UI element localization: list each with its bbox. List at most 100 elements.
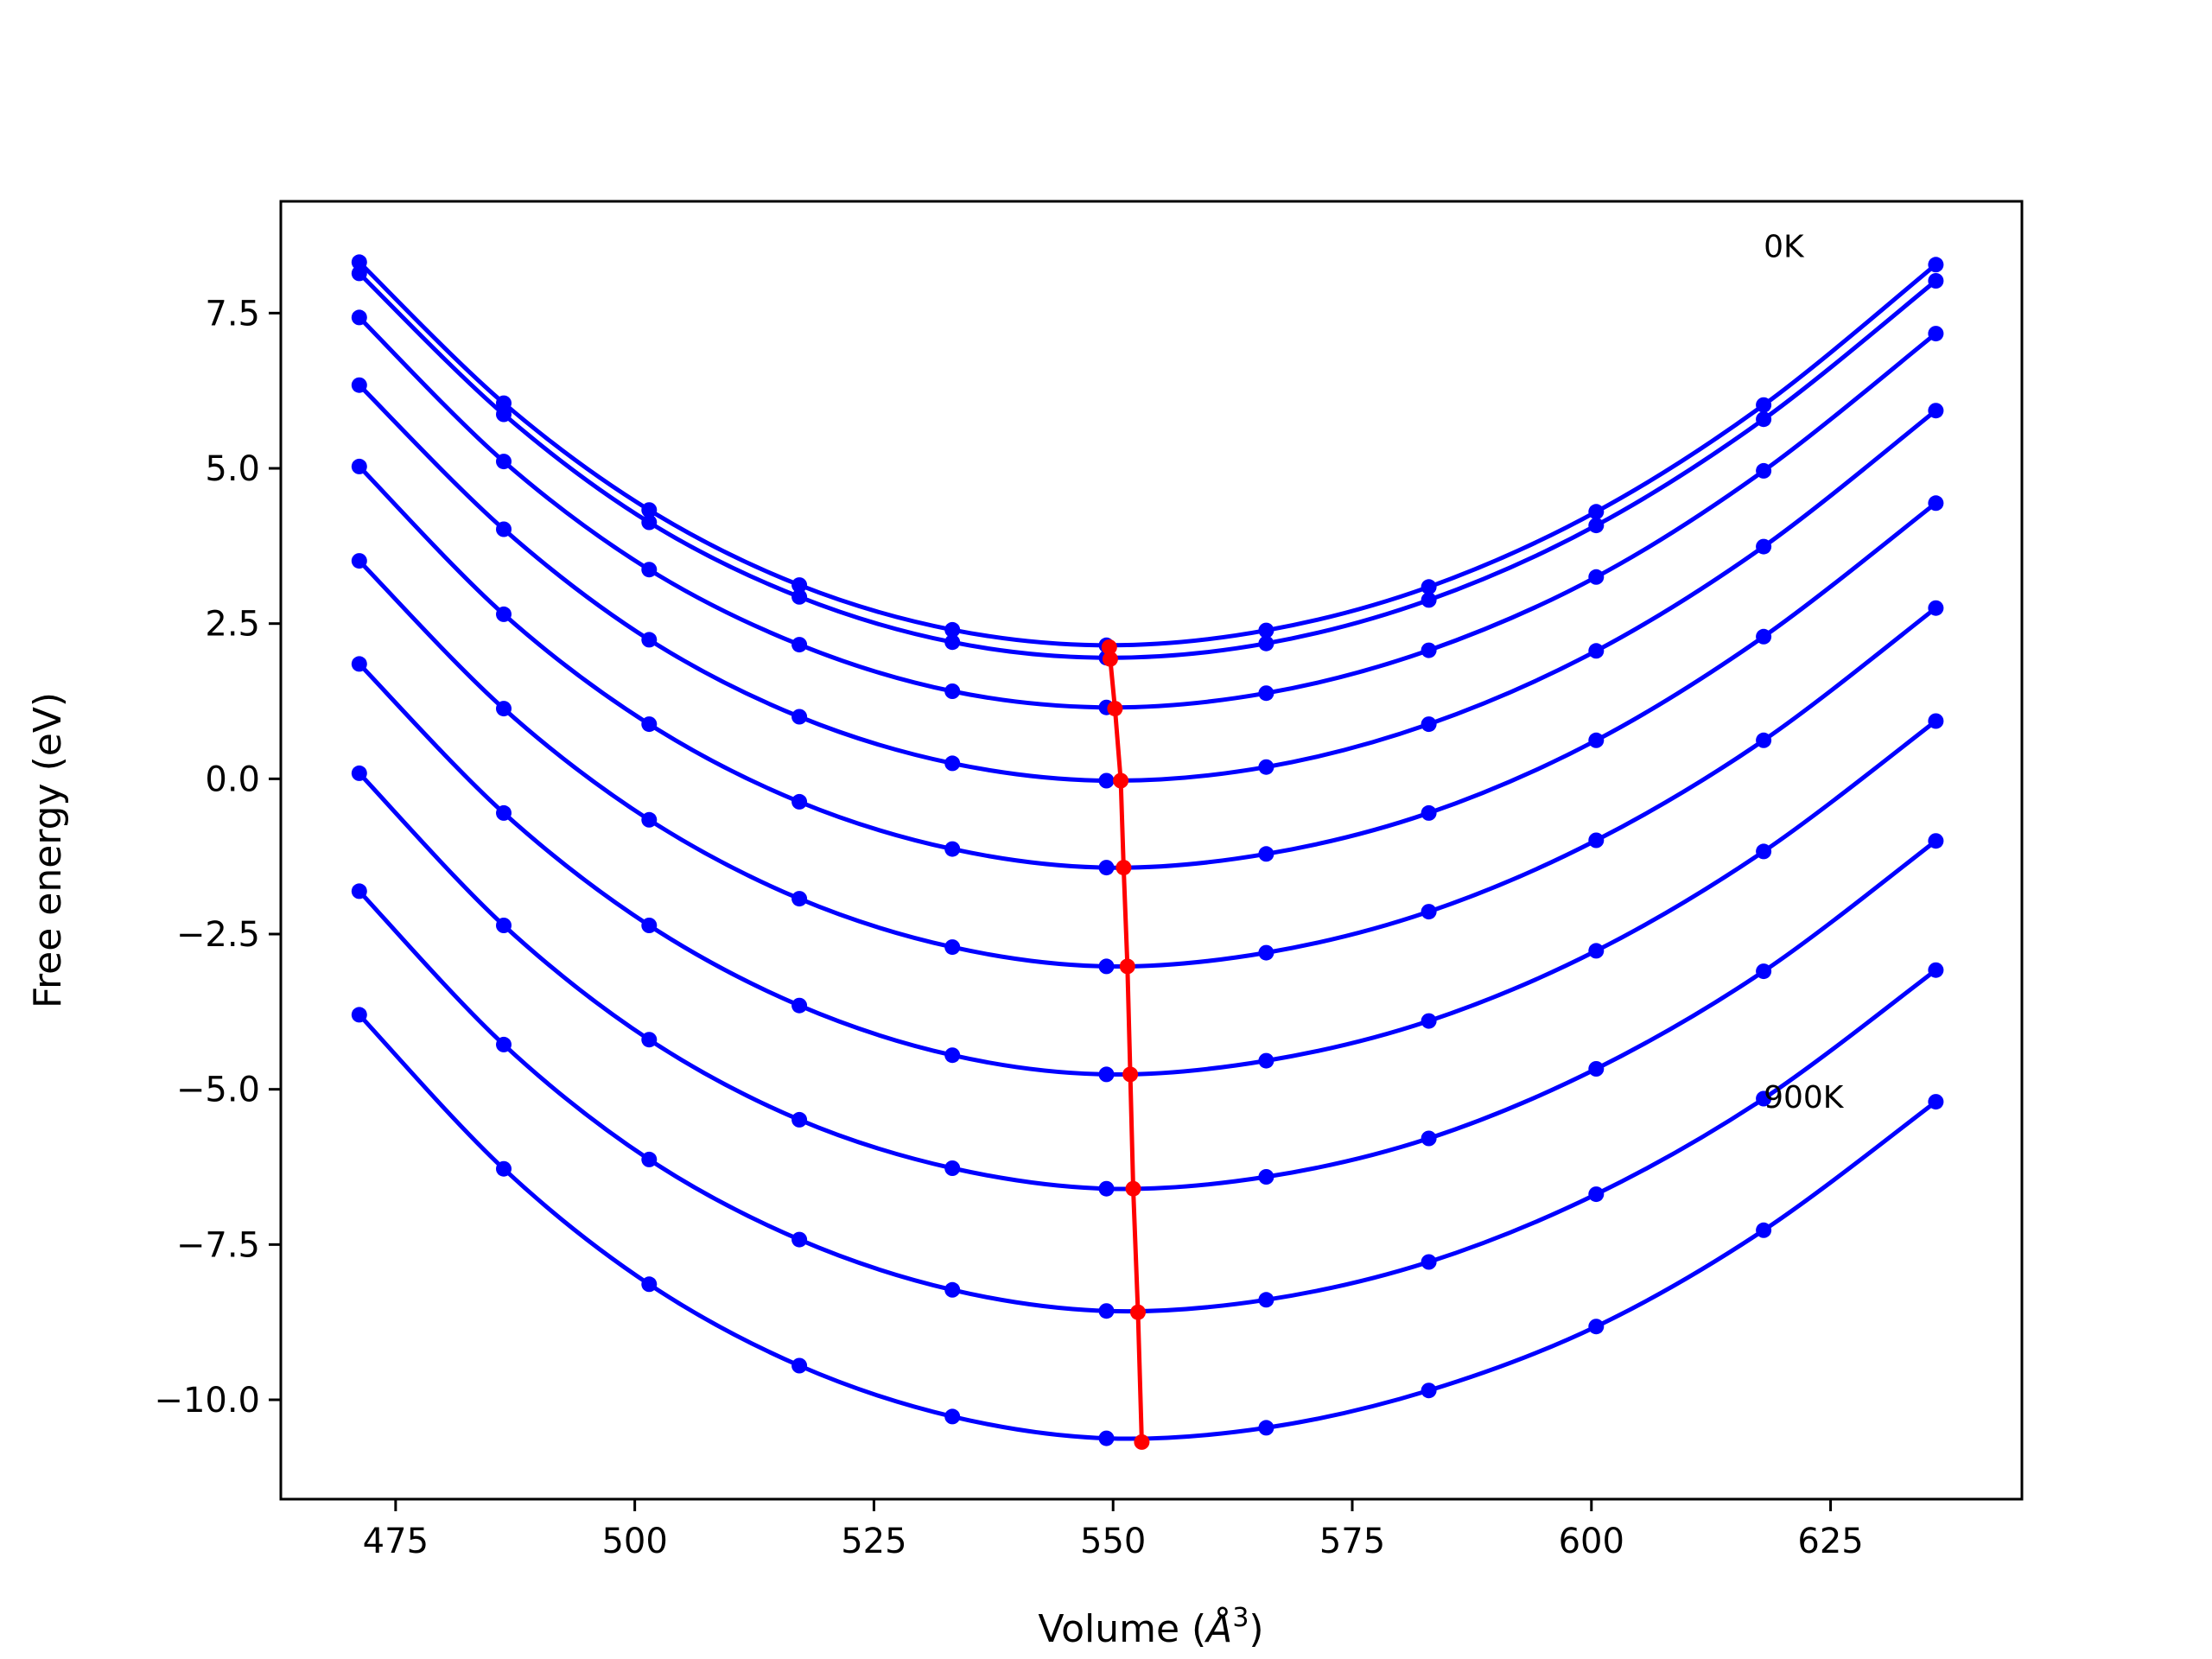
curve-1-point-9 [1756, 411, 1772, 428]
curve-6-point-0 [351, 656, 367, 672]
minimum-point-0 [1101, 639, 1117, 655]
curves-layer [351, 254, 1944, 1446]
curve-3-point-9 [1756, 538, 1772, 555]
x-axis-label-text: Volume ( [1038, 1607, 1206, 1651]
x-tick-label-1: 500 [601, 1522, 667, 1561]
curve-4-point-10 [1928, 495, 1944, 512]
curve-1-point-2 [641, 514, 658, 531]
curve-2-point-0 [351, 309, 367, 326]
curve-1-point-6 [1258, 635, 1274, 652]
minimum-point-6 [1122, 1066, 1139, 1083]
curve-7-point-6 [1258, 1169, 1274, 1185]
y-tick-label-1: 5.0 [205, 449, 260, 489]
curve-0-point-2 [641, 502, 658, 518]
curve-3-point-5 [1098, 772, 1115, 789]
curve-7-point-4 [944, 1160, 961, 1176]
curve-0-point-0 [351, 254, 367, 270]
curve-6-point-10 [1928, 713, 1944, 729]
curve-9-point-10 [1928, 1094, 1944, 1110]
curve-3-point-2 [641, 632, 658, 648]
curve-1-point-0 [351, 265, 367, 282]
curve-4-point-2 [641, 716, 658, 733]
x-tick-label-4: 575 [1319, 1522, 1385, 1561]
curve-5-point-3 [791, 891, 808, 907]
curve-6-point-8 [1588, 943, 1605, 959]
curve-1-point-4 [944, 634, 961, 651]
curve-6-point-2 [641, 918, 658, 933]
curve-4-point-3 [791, 793, 808, 810]
curve-4-point-9 [1756, 628, 1772, 645]
curve-0-point-9 [1756, 397, 1772, 413]
curve-7-point-2 [641, 1032, 658, 1048]
curve-3-point-1 [496, 521, 512, 537]
curve-0-point-7 [1421, 579, 1437, 595]
x-axis-label-unit: Å [1204, 1605, 1232, 1651]
curve-2-point-3 [791, 637, 808, 653]
annotation-900k: 900K [1764, 1080, 1845, 1116]
curve-1-point-10 [1928, 273, 1944, 289]
minimum-point-1 [1102, 651, 1118, 667]
curve-6-point-3 [791, 997, 808, 1014]
y-axis-label: Free energy (eV) [26, 692, 70, 1008]
curve-2-point-9 [1756, 462, 1772, 479]
y-tick-label-0: 7.5 [205, 294, 260, 334]
y-tick-label-3: 0.0 [205, 760, 260, 799]
curve-6-point-7 [1421, 1013, 1437, 1029]
curve-7-point-0 [351, 765, 367, 781]
y-tick-label-2: 2.5 [205, 605, 260, 645]
plot-frame [279, 200, 2024, 1501]
curve-3-point-3 [791, 709, 808, 725]
minima-layer [1101, 639, 1150, 1450]
y-tick-label-7: −10.0 [154, 1381, 260, 1421]
curve-2-point-7 [1421, 642, 1437, 658]
curve-0-point-6 [1258, 622, 1274, 639]
curve-6-point-6 [1258, 1052, 1274, 1069]
curve-4-point-7 [1421, 804, 1437, 821]
curve-9-point-2 [641, 1276, 658, 1293]
curve-6-point-1 [496, 804, 512, 821]
minimum-point-5 [1119, 958, 1135, 975]
curve-0-point-8 [1588, 504, 1605, 520]
curve-0-point-4 [944, 621, 961, 638]
y-axis: 7.5 5.0 2.5 0.0 −2.5 −5.0 −7.5 −10.0 [154, 294, 281, 1421]
curve-3-point-0 [351, 377, 367, 393]
x-tick-label-5: 600 [1559, 1522, 1624, 1561]
curve-2-point-8 [1588, 569, 1605, 585]
x-axis-label-close: ) [1249, 1607, 1263, 1651]
minimum-point-8 [1130, 1304, 1146, 1320]
curve-6-point-5 [1098, 1066, 1115, 1083]
curve-9-point-5 [1098, 1430, 1115, 1446]
curve-6-point-4 [944, 1047, 961, 1064]
curve-3-point-7 [1421, 716, 1437, 733]
curve-4-point-8 [1588, 732, 1605, 748]
curve-8-point-9 [1756, 1090, 1772, 1107]
curve-2-point-6 [1258, 685, 1274, 702]
curve-3-point-8 [1588, 643, 1605, 659]
curve-7-point-9 [1756, 963, 1772, 980]
curve-4-point-0 [351, 458, 367, 474]
curve-8-point-3 [791, 1231, 808, 1248]
x-axis: 475 500 525 550 575 600 625 [363, 1499, 1864, 1561]
curve-9-point-3 [791, 1357, 808, 1374]
curve-5-point-2 [641, 811, 658, 828]
minimum-point-9 [1134, 1433, 1150, 1450]
curve-0-point-3 [791, 577, 808, 594]
curve-2-point-4 [944, 683, 961, 699]
curve-2-point-1 [496, 454, 512, 470]
minimum-point-2 [1107, 701, 1123, 717]
curve-0-point-10 [1928, 257, 1944, 273]
curve-7-point-7 [1421, 1130, 1437, 1147]
curve-8-point-7 [1421, 1254, 1437, 1270]
minimum-point-7 [1125, 1180, 1141, 1197]
curve-5-point-5 [1098, 958, 1115, 975]
curve-9-point-8 [1588, 1319, 1605, 1335]
curve-5-point-4 [944, 939, 961, 956]
curve-9-point-1 [496, 1160, 512, 1177]
curve-4-point-4 [944, 841, 961, 857]
x-axis-label: Volume (Å3) [1038, 1603, 1263, 1651]
curve-5-point-9 [1756, 732, 1772, 748]
curve-8-point-1 [496, 1036, 512, 1052]
curve-5-point-0 [351, 553, 367, 569]
curve-4-point-6 [1258, 846, 1274, 862]
